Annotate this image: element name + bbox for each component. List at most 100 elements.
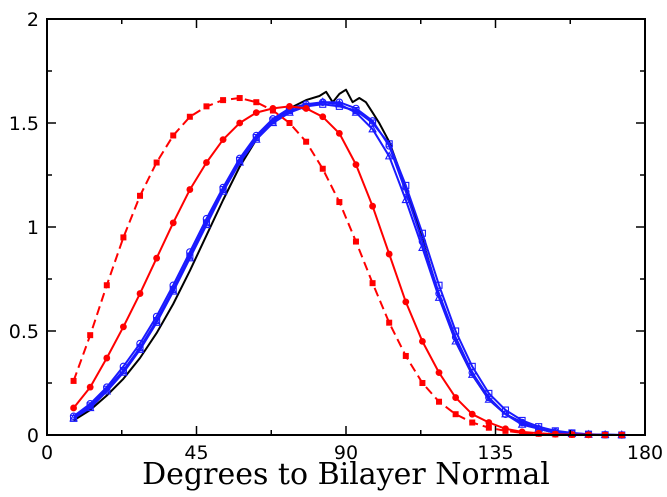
data-point xyxy=(335,130,343,137)
data-point xyxy=(268,118,278,127)
data-point xyxy=(102,386,112,395)
data-point xyxy=(203,103,210,110)
data-point xyxy=(251,134,261,143)
data-point xyxy=(402,352,409,359)
data-point xyxy=(120,234,127,241)
series-5 xyxy=(70,102,626,439)
data-point xyxy=(485,424,492,431)
series-line xyxy=(72,103,622,436)
data-point xyxy=(135,344,145,353)
data-point xyxy=(236,119,244,127)
data-point xyxy=(401,194,411,204)
data-point xyxy=(220,97,227,104)
data-point xyxy=(484,394,494,403)
data-point xyxy=(169,219,177,227)
data-point xyxy=(385,142,393,150)
data-point xyxy=(335,98,344,106)
data-point xyxy=(253,99,260,106)
data-point xyxy=(235,157,245,166)
data-point xyxy=(170,132,177,139)
data-point xyxy=(519,429,526,436)
data-point xyxy=(302,105,310,112)
data-point xyxy=(468,410,476,418)
data-point xyxy=(318,97,328,106)
y-tick-label: 1 xyxy=(27,217,39,239)
data-point xyxy=(252,109,260,116)
y-tick-label: 0 xyxy=(27,425,39,447)
data-point xyxy=(120,323,127,331)
plot-frame xyxy=(46,18,646,436)
data-point xyxy=(153,159,160,166)
data-point xyxy=(535,430,542,437)
data-point xyxy=(385,250,393,258)
data-point xyxy=(418,242,427,251)
data-point xyxy=(203,159,210,166)
data-point xyxy=(185,253,195,262)
data-point xyxy=(69,413,78,422)
data-point xyxy=(419,380,426,386)
data-point xyxy=(303,138,310,145)
data-point xyxy=(452,394,460,401)
data-point xyxy=(352,161,360,169)
ticks-layer: 0 45 90 135 180 0 0.5 1 1.5 2 xyxy=(9,9,663,464)
x-tick-label: 135 xyxy=(477,442,513,464)
y-tick-label: 2 xyxy=(27,9,39,31)
data-point xyxy=(285,107,294,116)
data-point xyxy=(103,354,111,362)
y-tick-label: 1.5 xyxy=(9,113,39,135)
data-point xyxy=(467,369,477,378)
series-line xyxy=(72,101,622,436)
data-point xyxy=(186,186,194,193)
data-point xyxy=(436,398,443,405)
data-point xyxy=(517,419,527,428)
data-point xyxy=(186,113,193,120)
data-point xyxy=(386,319,393,326)
series-line xyxy=(72,105,622,436)
data-point xyxy=(119,367,128,376)
data-point xyxy=(319,165,326,172)
data-point xyxy=(202,219,211,229)
series-line xyxy=(73,101,622,436)
data-point xyxy=(368,124,377,133)
data-point xyxy=(336,199,343,206)
x-axis-title: Degrees to Bilayer Normal xyxy=(142,457,550,492)
data-point xyxy=(218,186,228,195)
data-point xyxy=(335,99,344,108)
data-point xyxy=(269,107,276,114)
data-point xyxy=(434,292,444,301)
data-point xyxy=(485,419,493,426)
data-point xyxy=(502,427,509,434)
data-point xyxy=(87,332,94,339)
data-point xyxy=(70,404,77,412)
data-point xyxy=(351,107,361,116)
data-point xyxy=(219,136,227,144)
data-point xyxy=(70,377,77,384)
x-tick-label: 45 xyxy=(184,442,208,464)
data-point xyxy=(136,290,144,297)
data-point xyxy=(402,298,410,306)
data-point xyxy=(152,317,161,326)
data-point xyxy=(319,113,327,121)
data-point xyxy=(153,254,161,262)
series-layer xyxy=(69,88,627,439)
x-tick-label: 180 xyxy=(627,442,663,464)
y-tick-label: 0.5 xyxy=(9,321,39,343)
x-tick-label: 90 xyxy=(334,442,358,464)
data-point xyxy=(85,402,95,412)
series-line xyxy=(72,97,622,436)
data-point xyxy=(86,383,94,391)
x-tick-label: 0 xyxy=(41,442,53,464)
data-point xyxy=(369,280,376,287)
data-point xyxy=(384,151,394,160)
data-point xyxy=(168,286,178,295)
data-point xyxy=(286,102,293,110)
data-point xyxy=(369,202,376,210)
data-point xyxy=(419,338,426,345)
data-point xyxy=(435,369,443,376)
data-point xyxy=(137,192,144,199)
data-point xyxy=(469,419,476,426)
data-point xyxy=(452,411,459,418)
data-point xyxy=(103,282,110,289)
data-point xyxy=(451,336,460,345)
